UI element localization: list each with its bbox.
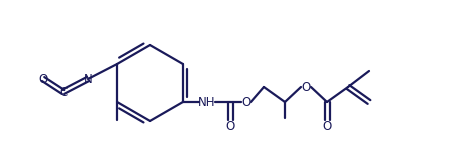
- Text: O: O: [38, 73, 47, 85]
- Text: N: N: [83, 73, 92, 85]
- Text: O: O: [242, 95, 251, 109]
- Text: O: O: [225, 121, 235, 133]
- Text: NH: NH: [198, 95, 216, 109]
- Text: C: C: [59, 85, 67, 98]
- Text: O: O: [322, 121, 331, 133]
- Text: O: O: [301, 81, 311, 93]
